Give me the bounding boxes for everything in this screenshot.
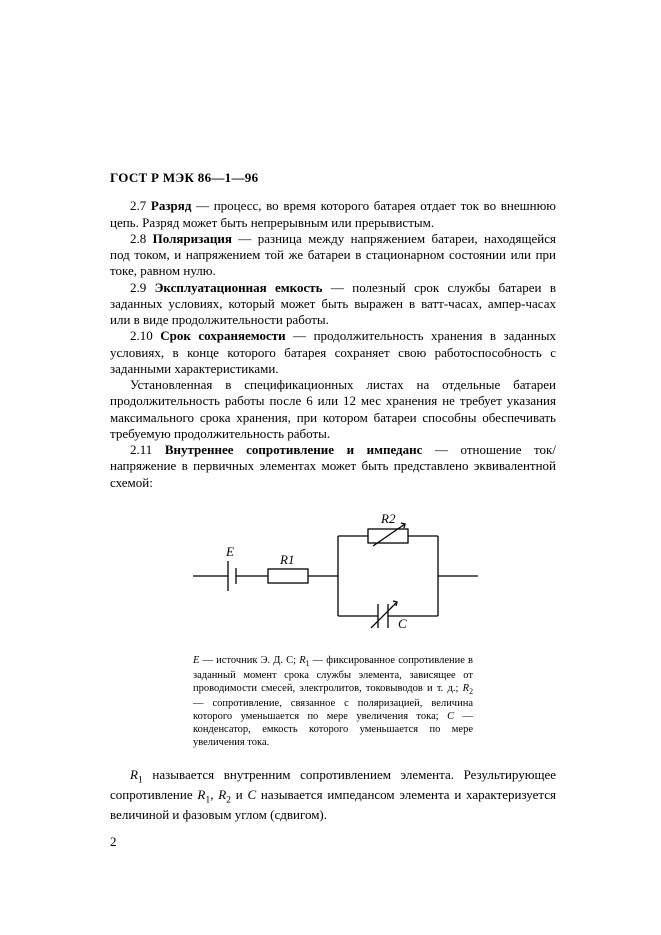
document-page: ГОСТ Р МЭК 86—1—96 2.7 Разряд — процесс,… <box>0 0 661 935</box>
def-number: 2.8 <box>130 231 153 246</box>
label-r2: R2 <box>380 511 396 526</box>
final-paragraph: R1 называется внутренним сопротивлением … <box>110 767 556 823</box>
def-term: Внутреннее сопротивление и импеданс <box>165 442 423 457</box>
page-number: 2 <box>110 834 117 850</box>
definition-2-8: 2.8 Поляризация — разница между напряжен… <box>110 231 556 280</box>
symbol: R <box>218 787 226 802</box>
definition-2-7: 2.7 Разряд — процесс, во время которого … <box>110 198 556 231</box>
circuit-diagram: E R1 R2 C <box>183 506 483 646</box>
def-term: Срок сохраняемости <box>160 328 285 343</box>
label-e: E <box>225 544 234 559</box>
definition-2-10-note: Установленная в спецификационных листах … <box>110 377 556 442</box>
def-term: Разряд <box>151 198 192 213</box>
label-r1: R1 <box>279 552 294 567</box>
final-text: , <box>210 787 218 802</box>
definition-2-10: 2.10 Срок сохраняемости — продолжительно… <box>110 328 556 377</box>
definition-2-11: 2.11 Внутреннее сопротивление и импеданс… <box>110 442 556 491</box>
caption-sub: 2 <box>469 687 473 696</box>
def-number: 2.9 <box>130 280 155 295</box>
label-c: C <box>398 616 407 631</box>
def-term: Поляризация <box>153 231 232 246</box>
def-number: 2.10 <box>130 328 160 343</box>
symbol: C <box>247 787 256 802</box>
caption-text: — источник Э. Д. С; <box>199 655 299 666</box>
symbol: R <box>130 767 138 782</box>
final-text: и <box>231 787 247 802</box>
caption-text: — сопротивление, связанное с поляризацие… <box>193 698 473 722</box>
definition-2-9: 2.9 Эксплуатационная емкость — полезный … <box>110 280 556 329</box>
def-number: 2.11 <box>130 442 165 457</box>
def-number: 2.7 <box>130 198 151 213</box>
diagram-caption: E — источник Э. Д. С; R1 — фиксированное… <box>193 654 473 750</box>
def-term: Эксплуатационная емкость <box>155 280 323 295</box>
def-text: Установленная в спецификационных листах … <box>110 377 556 441</box>
standard-header: ГОСТ Р МЭК 86—1—96 <box>110 170 556 186</box>
